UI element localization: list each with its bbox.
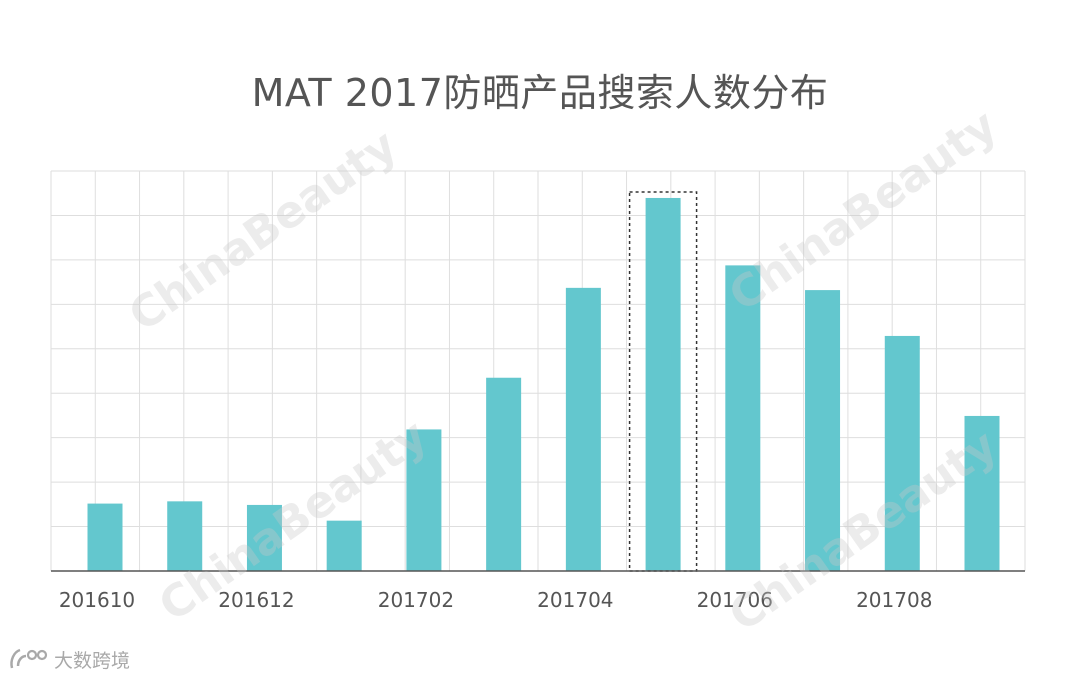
logo-text: 大数跨境 xyxy=(54,649,131,672)
bar-201611 xyxy=(167,501,203,571)
bar-201705 xyxy=(645,197,681,571)
highlight-box xyxy=(628,191,698,572)
x-tick-label: 201708 xyxy=(856,588,932,612)
x-tick-labels: 201610 201612 201702 201704 201706 201708 xyxy=(59,588,933,612)
logo: 大数跨境 xyxy=(8,644,130,674)
bar-201701 xyxy=(326,520,362,571)
bar-201706 xyxy=(725,265,761,571)
bars xyxy=(87,191,1000,572)
logo-icon xyxy=(10,648,48,669)
x-tick-label: 201704 xyxy=(537,588,613,612)
x-tick-label: 201702 xyxy=(378,588,454,612)
bar-201707 xyxy=(805,290,841,571)
x-tick-label: 201612 xyxy=(218,588,294,612)
chart-title: MAT 2017防晒产品搜索人数分布 xyxy=(251,71,829,115)
x-tick-label: 201706 xyxy=(697,588,773,612)
bar-201610 xyxy=(87,503,123,571)
x-tick-label: 201610 xyxy=(59,588,135,612)
bar-201702 xyxy=(406,429,442,571)
bar-201708 xyxy=(884,335,920,571)
bar-201704 xyxy=(565,287,601,571)
bar-201612 xyxy=(246,504,282,571)
bar-201703 xyxy=(486,377,522,571)
bar-201709 xyxy=(964,415,1000,571)
